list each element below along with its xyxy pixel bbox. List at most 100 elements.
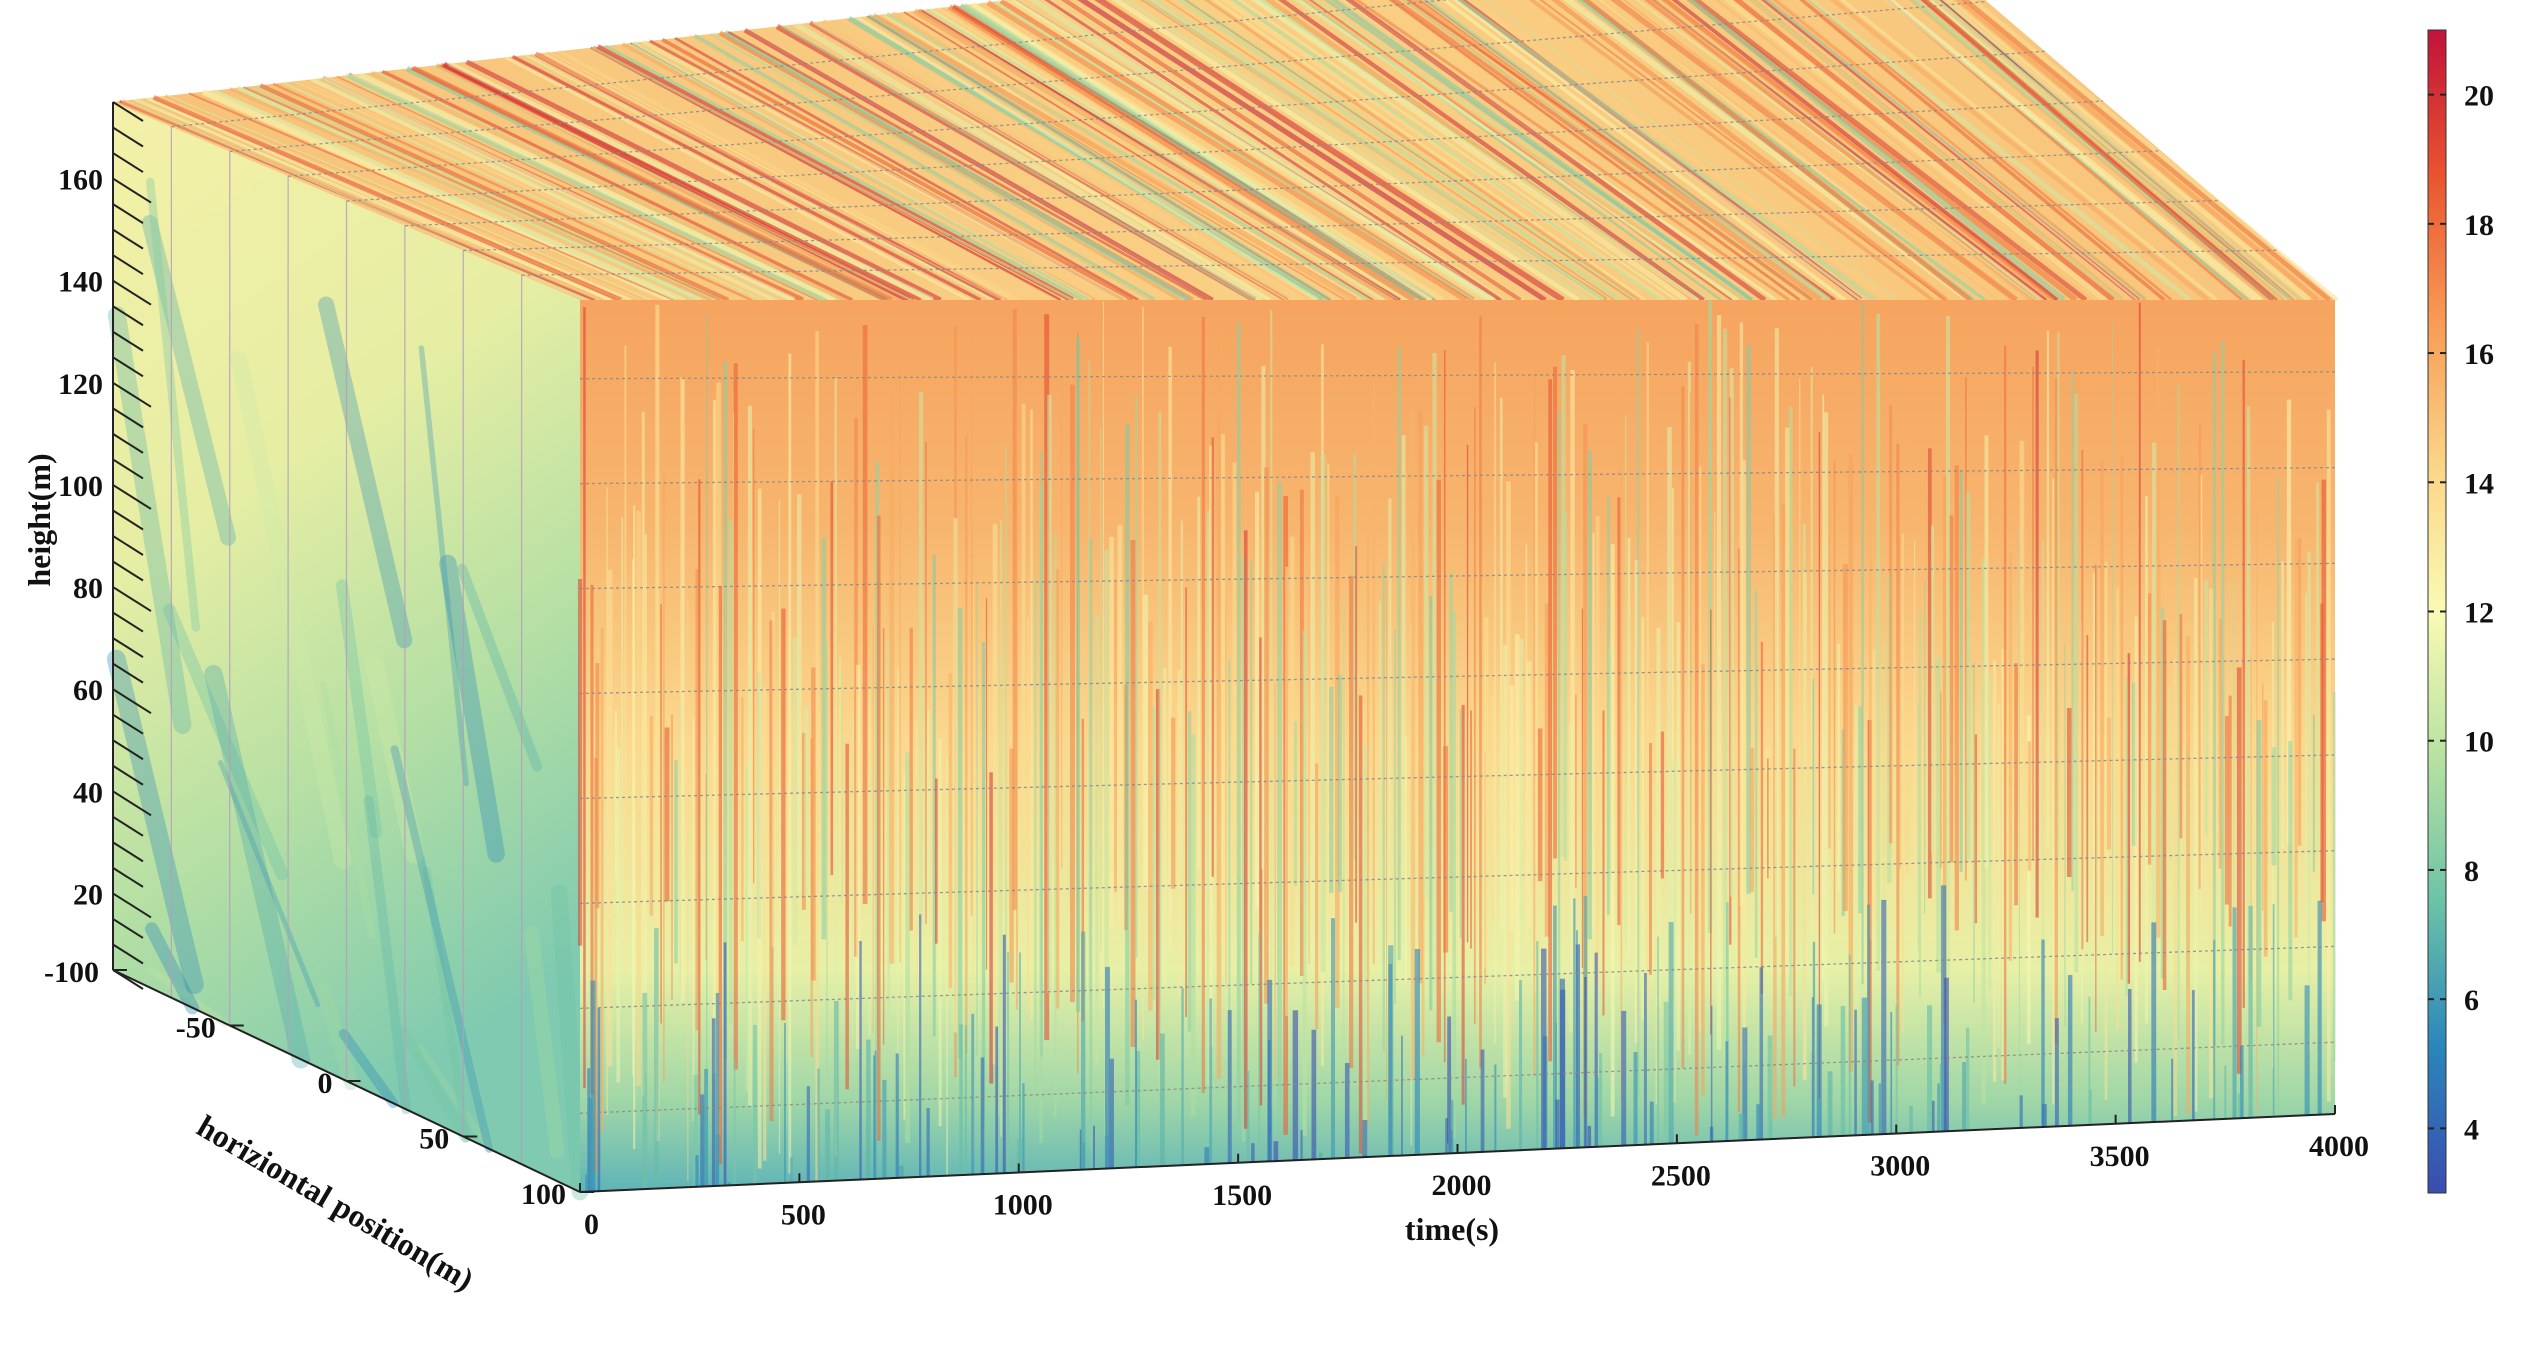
top-streak (1635, 0, 2037, 301)
top-streak (867, 13, 1331, 303)
top-streak (821, 19, 1292, 303)
height-tick-mark (112, 509, 144, 531)
top-gridline (346, 100, 2104, 202)
time-axis-title: time(s) (1405, 1211, 1499, 1247)
height-tick-mark (112, 535, 144, 556)
side-streak (106, 649, 204, 995)
side-streak (439, 554, 505, 863)
top-streak (1723, 0, 2107, 302)
front-gridline (579, 754, 2336, 800)
side-streak (146, 177, 200, 632)
height-tick-mark (112, 713, 144, 735)
top-gridline (171, 0, 1451, 128)
side-streak (338, 1028, 399, 1109)
height-tick-mark (112, 433, 144, 454)
side-streak (524, 926, 565, 1159)
height-tick-mark (112, 356, 144, 378)
top-streak (1251, 0, 1699, 302)
height-tick-label: 60 (73, 674, 103, 707)
top-streak (1671, 0, 2059, 302)
top-streak (1884, 0, 2257, 302)
side-streak (204, 664, 311, 1069)
top-streak (1594, 0, 2000, 302)
side-streak (145, 922, 200, 1015)
height-tick-mark (112, 152, 144, 173)
top-gridline (404, 150, 2162, 227)
axes: 0 500 1000 1500 2000 2500 3000 3500 4000 -100 -50 0… (44, 101, 2369, 1241)
side-streak (335, 579, 383, 839)
horizontal-tick-label: 50 (419, 1123, 449, 1156)
top-streak (661, 37, 1134, 302)
height-tick-mark (112, 662, 144, 684)
top-streak (1961, 0, 2331, 302)
top-streak (793, 21, 1263, 303)
colorbar-tick-label: 16 (2464, 338, 2494, 371)
time-tick-label: 2000 (1432, 1169, 1492, 1202)
top-streak (1237, 0, 1677, 301)
time-tick-label: 0 (584, 1208, 599, 1241)
height-tick-mark (112, 688, 152, 715)
colorbar-ticks: 4 6 8 10 12 14 16 18 20 (2428, 80, 2494, 1146)
height-tick-mark (112, 101, 144, 122)
side-streak (320, 680, 375, 939)
height-tick-mark (112, 381, 152, 408)
side-streak (365, 655, 424, 864)
side-streak (399, 1026, 471, 1143)
side-streak (363, 795, 412, 1115)
top-streak (511, 55, 982, 302)
height-tick-mark (112, 407, 144, 429)
top-streak (674, 36, 1139, 302)
top-streak (125, 99, 587, 301)
top-streak (1805, 0, 2192, 302)
top-streak (1550, 0, 1948, 302)
top-streak (1392, 0, 1814, 302)
top-streak (310, 77, 774, 302)
top-streak (970, 2, 1433, 302)
height-tick-label: 40 (73, 776, 103, 809)
height-tick-mark (112, 969, 144, 990)
top-streak (1920, 0, 2276, 302)
side-streak (416, 1044, 494, 1153)
front-face (577, 300, 2336, 1192)
top-streak (1176, 0, 1622, 302)
top-streak (159, 95, 642, 302)
height-tick-mark (112, 586, 152, 612)
height-tick-label: 140 (58, 266, 103, 299)
height-tick-mark (112, 254, 144, 276)
height-tick-mark (112, 943, 144, 965)
top-streak (1750, 0, 2122, 301)
side-streak (457, 563, 543, 772)
front-face-fill (580, 300, 2335, 1192)
height-tick-label: 120 (58, 368, 103, 401)
colorbar-tick-label: 12 (2464, 597, 2494, 630)
top-streak (1581, 0, 1972, 302)
front-gridline (579, 849, 2336, 905)
top-streak (358, 71, 837, 303)
top-streak (1769, 0, 2144, 301)
top-streak (937, 7, 1407, 301)
top-streak (228, 87, 713, 302)
height-tick-mark (112, 330, 144, 352)
top-streak (351, 73, 833, 302)
front-gridline (579, 371, 2336, 380)
top-streak (167, 95, 652, 301)
top-streak (780, 24, 1254, 302)
colorbar-tick-label: 8 (2464, 855, 2479, 888)
top-streak (1008, 0, 1490, 303)
height-tick-mark (112, 611, 144, 633)
height-tick-mark (112, 458, 144, 480)
top-streak (465, 59, 942, 303)
time-tick-label: 3000 (1870, 1150, 1930, 1183)
top-streak (1829, 0, 2210, 302)
top-streak (641, 39, 1127, 303)
top-streak (272, 82, 752, 302)
side-face (106, 102, 589, 1201)
height-tick-label: 20 (73, 878, 103, 911)
top-streak (321, 77, 789, 301)
height-tick-label: 100 (58, 470, 103, 503)
height-tick-mark (112, 203, 144, 224)
top-streak (1886, 0, 2263, 302)
height-tick-mark (112, 815, 144, 837)
colorbar-tick-label: 10 (2464, 726, 2494, 759)
